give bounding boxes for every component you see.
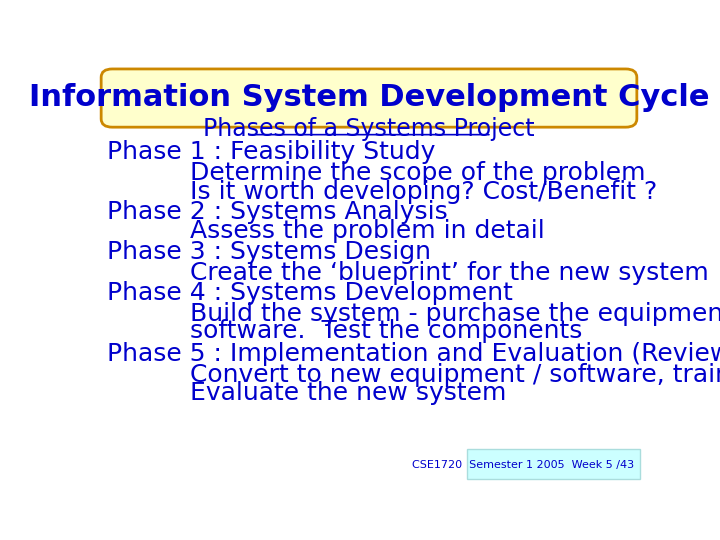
Text: Phase 3 : Systems Design: Phase 3 : Systems Design <box>107 240 431 264</box>
FancyBboxPatch shape <box>101 69 637 127</box>
Text: Is it worth developing? Cost/Benefit ?: Is it worth developing? Cost/Benefit ? <box>190 180 657 204</box>
Text: Phase 4 : Systems Development: Phase 4 : Systems Development <box>107 281 513 306</box>
Text: Build the system - purchase the equipment and: Build the system - purchase the equipmen… <box>190 302 720 326</box>
Text: Information System Development Cycle: Information System Development Cycle <box>29 83 709 112</box>
Text: Determine the scope of the problem: Determine the scope of the problem <box>190 161 646 185</box>
Text: software.  Test the components: software. Test the components <box>190 319 582 343</box>
Text: Assess the problem in detail: Assess the problem in detail <box>190 219 545 243</box>
Text: Create the ‘blueprint’ for the new system: Create the ‘blueprint’ for the new syste… <box>190 261 709 285</box>
Text: CSE1720  Semester 1 2005  Week 5 /43: CSE1720 Semester 1 2005 Week 5 /43 <box>412 460 634 470</box>
FancyBboxPatch shape <box>79 60 660 489</box>
Text: Phase 5 : Implementation and Evaluation (Review): Phase 5 : Implementation and Evaluation … <box>107 342 720 366</box>
Text: Phase 1 : Feasibility Study: Phase 1 : Feasibility Study <box>107 140 435 164</box>
Text: Phases of a Systems Project: Phases of a Systems Project <box>203 117 535 141</box>
FancyBboxPatch shape <box>467 449 639 478</box>
Text: Phase 2 : Systems Analysis: Phase 2 : Systems Analysis <box>107 200 448 225</box>
Text: Evaluate the new system: Evaluate the new system <box>190 381 507 406</box>
Text: Convert to new equipment / software, train staff: Convert to new equipment / software, tra… <box>190 362 720 387</box>
